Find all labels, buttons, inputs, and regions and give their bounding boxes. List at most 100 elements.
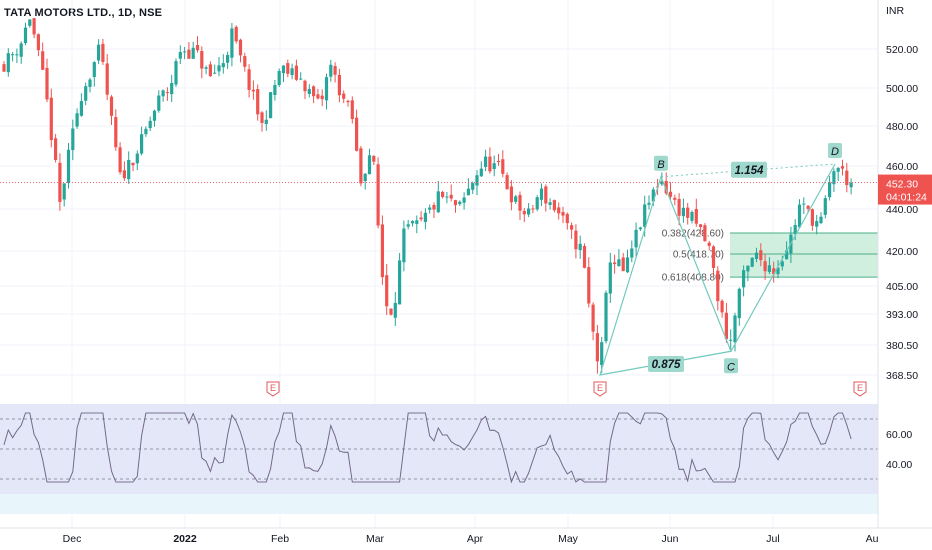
candle — [475, 175, 479, 186]
candle — [355, 117, 359, 151]
candle — [492, 163, 496, 170]
pattern-ratio: 0.875 — [652, 359, 681, 371]
candle — [600, 342, 604, 366]
candle — [613, 262, 617, 265]
candle — [514, 196, 518, 202]
candle — [763, 261, 767, 272]
candle — [109, 96, 114, 116]
candle — [441, 191, 445, 197]
candle — [548, 202, 552, 205]
candle — [449, 194, 453, 199]
candle — [785, 250, 789, 260]
candle — [105, 63, 109, 95]
candle — [557, 207, 561, 214]
candle — [780, 261, 784, 267]
candle — [191, 47, 195, 59]
candle — [522, 210, 526, 215]
candle — [32, 18, 36, 35]
candle — [380, 224, 384, 278]
harmonic-pattern[interactable]: B C D 0.875 1.154 — [599, 143, 842, 376]
candle — [402, 228, 406, 263]
fib-label: 0.382(428.60) — [662, 228, 724, 239]
candle — [122, 170, 126, 179]
candle — [376, 164, 380, 226]
candle — [539, 188, 544, 200]
currency-label: INR — [886, 5, 905, 17]
candle — [260, 112, 264, 124]
time-label: Apr — [467, 533, 484, 545]
candle — [436, 191, 440, 213]
candle — [793, 224, 797, 235]
price-tick: 420.00 — [886, 246, 918, 258]
candle — [428, 207, 432, 210]
candle — [131, 162, 135, 166]
candle — [479, 168, 483, 177]
time-label: Feb — [271, 533, 289, 545]
candle — [630, 248, 634, 258]
candle — [423, 212, 427, 222]
candle — [174, 61, 178, 85]
time-label: May — [558, 533, 579, 545]
earnings-marker — [266, 381, 280, 397]
candle — [19, 43, 23, 57]
candle — [213, 72, 217, 74]
candle — [625, 257, 630, 273]
candle — [152, 110, 157, 121]
candle — [389, 308, 393, 315]
pattern-point-bg — [828, 143, 842, 158]
pattern-point-bg — [654, 155, 668, 171]
candle — [118, 147, 122, 173]
candle — [247, 69, 251, 90]
candle — [273, 84, 277, 95]
earnings-marker-label: E — [270, 383, 276, 393]
time-label: Jun — [662, 533, 679, 545]
candle — [204, 67, 208, 69]
candle — [144, 128, 148, 135]
earnings-marker — [853, 381, 867, 397]
candle — [393, 302, 397, 318]
candle — [716, 270, 720, 302]
candle — [346, 100, 350, 103]
candle — [238, 39, 243, 56]
candle — [488, 156, 492, 172]
candle — [264, 119, 268, 125]
fib-retracement[interactable]: 0.382(428.60) 0.5(418.70) 0.618(408.80) — [662, 228, 878, 284]
candle — [759, 250, 763, 261]
candle — [299, 78, 303, 80]
candle — [183, 51, 187, 53]
candle — [256, 89, 260, 115]
candle — [561, 212, 565, 216]
candle — [157, 95, 161, 111]
candle — [681, 207, 685, 217]
candle — [819, 216, 823, 224]
candle — [243, 56, 247, 67]
candle — [458, 201, 462, 205]
candle — [823, 198, 827, 215]
candle — [724, 312, 728, 340]
candle — [135, 153, 139, 164]
candle — [6, 53, 10, 73]
candle — [664, 180, 668, 194]
candle — [806, 205, 810, 209]
ratio-bg — [731, 161, 767, 178]
candle — [58, 162, 62, 202]
candle — [350, 100, 354, 120]
candle — [453, 200, 458, 206]
candle — [367, 155, 372, 175]
candle — [711, 246, 716, 268]
candle — [114, 117, 118, 148]
candle — [828, 182, 832, 198]
candle — [565, 214, 569, 224]
candle — [23, 27, 28, 44]
pattern-bd-line — [660, 163, 836, 178]
price-tick: 405.00 — [886, 281, 918, 293]
candle — [802, 203, 806, 205]
candle — [810, 209, 814, 226]
candle — [651, 189, 655, 202]
candle — [333, 66, 337, 75]
time-label: 2022 — [173, 533, 197, 545]
candle — [694, 209, 698, 224]
candle — [832, 171, 836, 185]
candle — [750, 257, 754, 267]
